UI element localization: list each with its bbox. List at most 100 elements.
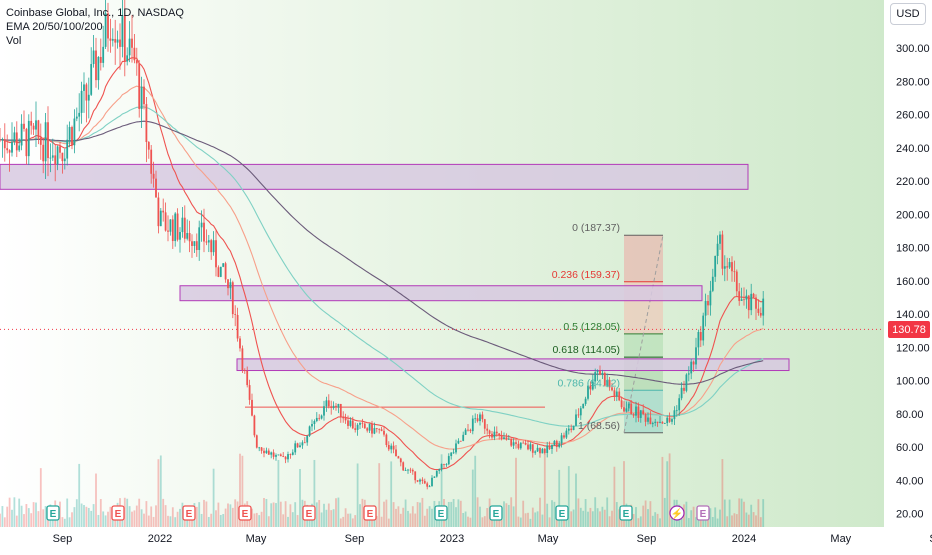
candle-body [63,158,66,162]
svg-text:E: E [700,509,707,520]
candle-body [35,120,37,130]
volume-bar [6,506,9,527]
indicator-label[interactable]: EMA 20/50/100/200 [6,21,103,33]
candle-body [486,428,489,431]
volume-bar [102,511,105,527]
candle-body [625,408,628,412]
candle-body [459,440,462,442]
candle-body [467,429,469,431]
volume-bar [416,502,419,527]
volume-bar [390,461,393,527]
candle-body [735,271,738,292]
candle-body [560,435,563,444]
volume-bar [176,511,179,527]
volume-bar [745,512,748,527]
price-axis[interactable]: 300.00 280.00 260.00 240.00 220.00 200.00 180.… [896,43,930,521]
candle-body [733,271,736,273]
candle-body [447,456,450,465]
volume-bar [107,511,109,527]
candle-body [663,423,666,424]
volume-bar [126,498,129,527]
candle-body [215,240,217,268]
resistance-zone[interactable] [179,285,703,302]
candle-body [3,139,6,149]
candle-body [104,13,107,47]
volume-bar [750,504,753,527]
symbol-title[interactable]: Coinbase Global, Inc., 1D, NASDAQ [6,7,184,19]
candle-body [157,197,160,227]
candle-body [181,217,184,233]
volume-bar [570,511,573,527]
earnings-marker-icon[interactable]: E [46,505,60,521]
candle-body [169,219,172,232]
candle-body [563,435,565,438]
candle-body [635,406,637,416]
candle-body [548,445,551,450]
candle-body [335,405,337,408]
resistance-zone[interactable] [0,163,749,190]
candle-body [455,443,457,453]
candle-body [212,240,215,253]
candle-body [570,428,573,431]
candle-body [109,38,112,41]
volume-bar [375,515,378,527]
volume-bar [3,517,6,527]
earnings-marker-icon[interactable]: E [363,505,377,521]
earnings-marker-icon[interactable]: E [489,505,503,521]
earnings-marker-icon[interactable]: E [182,505,196,521]
candle-body [411,469,414,472]
volume-bar [215,510,217,527]
price-tick-label: 180.00 [896,243,930,255]
resistance-zone[interactable] [236,358,790,372]
candle-body [318,417,321,419]
candle-body [155,178,157,198]
dividend-marker-icon[interactable]: ⚡ [669,505,685,521]
earnings-marker-icon[interactable]: E [238,505,252,521]
volume-bar [479,506,481,527]
volume-bar [145,501,148,527]
fib-trendline [623,235,664,433]
currency-button[interactable]: USD [890,3,926,25]
volume-bar [733,513,736,527]
earnings-marker-icon[interactable]: E [555,505,569,521]
candle-body [66,139,69,159]
volume-bar [762,499,765,527]
candle-body [582,403,585,409]
time-axis[interactable]: Sep 2022 May Sep 2023 May Sep 2024 May Sep [53,533,932,545]
candle-body [661,421,664,424]
volume-bar [325,509,328,527]
earnings-marker-icon[interactable]: E [111,505,125,521]
candle-body [529,444,532,450]
candle-body [685,374,688,391]
candle-body [440,463,443,470]
candle-body [577,414,580,416]
candle-body [428,486,431,488]
volume-bar [42,509,45,527]
candle-body [246,370,249,386]
candle-body [279,454,282,457]
candle-body [541,448,544,454]
earnings-marker-icon[interactable]: E [696,505,710,521]
candle-body [445,464,448,466]
price-tick-label: 120.00 [896,342,930,354]
volume-label[interactable]: Vol [6,35,22,47]
volume-bar [0,513,1,527]
earnings-marker-icon[interactable]: E [619,505,633,521]
candle-body [606,379,609,386]
volume-bar [671,517,673,527]
volume-bar [169,516,172,527]
volume-bar [318,500,321,527]
volume-bar [743,501,745,527]
volume-bar [476,497,479,527]
candle-body [291,452,294,455]
candle-body [716,243,719,256]
earnings-marker-icon[interactable]: E [302,505,316,521]
candle-body [234,314,237,315]
candle-body [608,379,611,388]
fib-level-label: 0.5 (128.05) [563,321,620,333]
volume-bar [423,515,426,527]
candle-body [243,370,246,371]
earnings-marker-icon[interactable]: E [434,505,448,521]
